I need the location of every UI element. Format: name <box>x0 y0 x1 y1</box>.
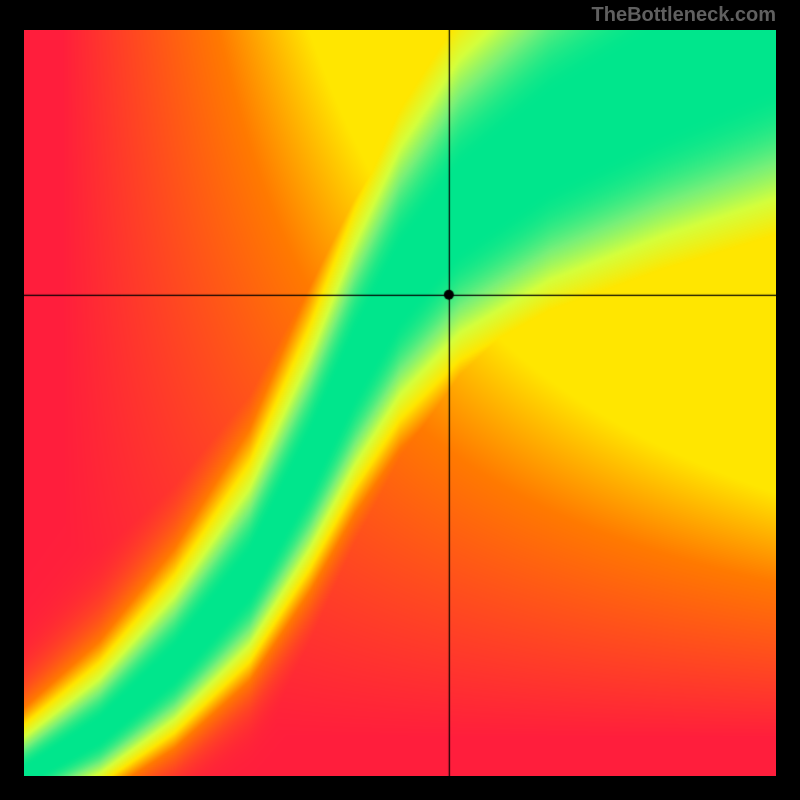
chart-container: TheBottleneck.com <box>0 0 800 800</box>
watermark-text: TheBottleneck.com <box>592 4 776 27</box>
heatmap-canvas <box>24 30 776 776</box>
heatmap-plot <box>24 30 776 776</box>
